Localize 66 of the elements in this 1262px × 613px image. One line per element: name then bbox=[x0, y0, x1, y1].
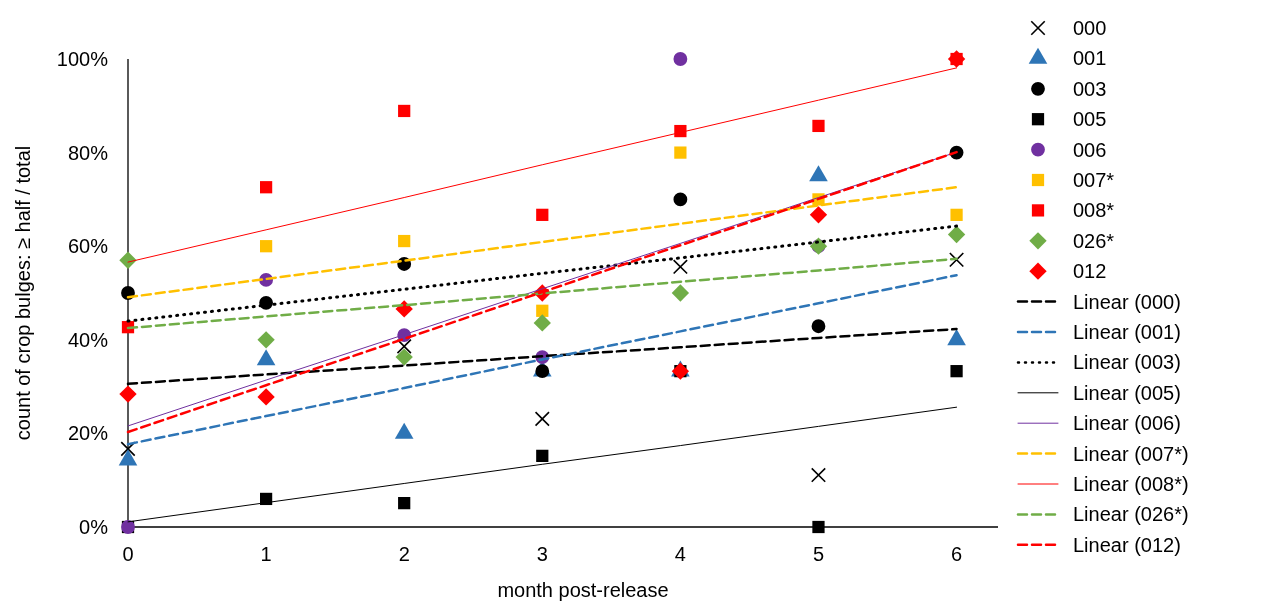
point bbox=[674, 124, 687, 138]
legend-label: 006 bbox=[1073, 138, 1107, 161]
x-tick-label: 4 bbox=[674, 543, 686, 565]
point bbox=[536, 304, 549, 317]
legend-label: 012 bbox=[1073, 260, 1107, 283]
x-tick-label: 1 bbox=[260, 543, 272, 565]
point bbox=[947, 225, 966, 244]
x-axis-title: month post-release bbox=[497, 579, 669, 601]
legend-label: Linear (005) bbox=[1073, 381, 1181, 404]
x-tick-label: 3 bbox=[536, 543, 548, 565]
legend-label: 005 bbox=[1073, 108, 1107, 131]
point bbox=[672, 259, 688, 275]
point bbox=[398, 104, 411, 118]
legend-label: Linear (000) bbox=[1073, 290, 1181, 313]
point bbox=[673, 52, 688, 66]
line-series bbox=[126, 273, 958, 446]
point bbox=[810, 467, 827, 483]
point bbox=[809, 206, 828, 224]
legend-label: 000 bbox=[1073, 17, 1107, 39]
y-tick-label: 60% bbox=[67, 235, 109, 258]
point bbox=[534, 411, 550, 427]
point bbox=[674, 146, 687, 159]
point bbox=[812, 520, 825, 534]
legend-label: 008* bbox=[1073, 199, 1115, 222]
y-tick-label: 100% bbox=[56, 48, 109, 70]
legend-label: Linear (001) bbox=[1073, 321, 1181, 343]
x-tick-label: 0 bbox=[122, 543, 134, 565]
legend-label: 026* bbox=[1073, 229, 1115, 252]
point bbox=[950, 365, 963, 378]
point bbox=[259, 240, 273, 253]
point bbox=[811, 319, 826, 334]
point bbox=[812, 119, 825, 133]
point bbox=[533, 314, 551, 332]
legend-label: Linear (003) bbox=[1073, 351, 1181, 374]
y-tick-label: 40% bbox=[67, 328, 109, 351]
point bbox=[119, 385, 137, 403]
point bbox=[120, 441, 136, 457]
x-tick-label: 2 bbox=[398, 543, 410, 565]
x-tick-label: 6 bbox=[951, 543, 963, 565]
point bbox=[395, 348, 413, 366]
legend-label: 007* bbox=[1073, 169, 1115, 191]
legend-label: Linear (007*) bbox=[1073, 442, 1189, 465]
point bbox=[950, 208, 963, 221]
point bbox=[536, 208, 549, 221]
point bbox=[673, 192, 688, 207]
y-tick-label: 20% bbox=[67, 422, 109, 445]
y-tick-label: 0% bbox=[79, 516, 109, 538]
legend-label: Linear (006) bbox=[1073, 412, 1181, 435]
point bbox=[949, 252, 965, 268]
point bbox=[398, 234, 411, 248]
x-tick-label: 5 bbox=[812, 543, 825, 565]
point bbox=[257, 388, 275, 406]
legend-label: Linear (008*) bbox=[1073, 473, 1189, 495]
y-axis-title: count of crop bulges: ≥ half / total bbox=[12, 145, 34, 441]
y-tick-label: 80% bbox=[67, 141, 109, 164]
legend-label: Linear (026*) bbox=[1073, 503, 1189, 526]
legend-label: 003 bbox=[1073, 77, 1107, 100]
point bbox=[259, 181, 273, 194]
point bbox=[396, 338, 412, 354]
point bbox=[535, 364, 550, 379]
point bbox=[536, 449, 549, 462]
legend-label: Linear (012) bbox=[1073, 533, 1181, 556]
point bbox=[257, 331, 275, 349]
legend-label: 001 bbox=[1073, 47, 1107, 70]
point bbox=[671, 284, 690, 302]
point bbox=[398, 497, 411, 510]
